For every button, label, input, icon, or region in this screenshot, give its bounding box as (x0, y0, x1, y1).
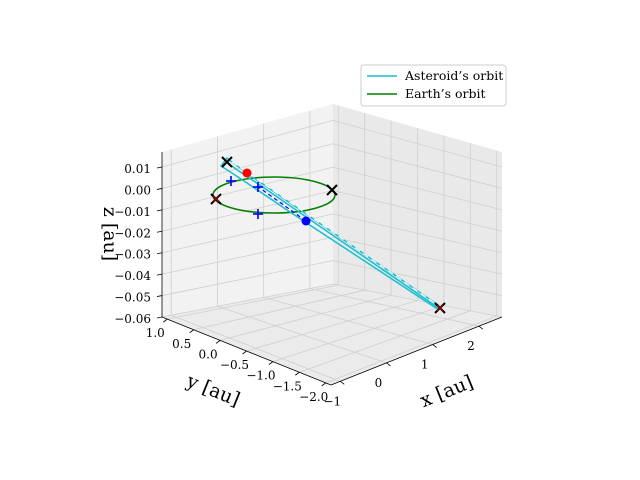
y-tick-mark (215, 340, 221, 344)
legend: Asteroid’s orbit Earth’s orbit (360, 64, 507, 107)
y-gridline (193, 289, 365, 331)
y-tick-label: 0.0 (199, 347, 218, 361)
y-tick-label: −0.5 (220, 358, 249, 372)
grid-lines (161, 105, 503, 384)
z-tick-label: −0.06 (114, 312, 151, 326)
z-tick-mark (156, 166, 163, 169)
y-gridline (167, 284, 339, 320)
plus-marker (226, 176, 236, 186)
z-tick-label: 0.00 (124, 183, 151, 197)
blue-point (301, 216, 311, 226)
z-tick-mark (156, 295, 163, 297)
z-tick-label: −0.02 (114, 226, 151, 240)
z-tick-mark (156, 273, 163, 276)
y-tick-mark (295, 371, 300, 376)
legend-label-earth: Earth’s orbit (405, 86, 486, 101)
plus-marker (253, 182, 263, 192)
blue-dashed-segment (256, 185, 307, 222)
markers (210, 156, 446, 314)
y-tick-label: −1.0 (246, 369, 275, 383)
y-gridline (272, 305, 445, 363)
z-tick-label: −0.04 (114, 269, 151, 283)
y-gridline (325, 315, 497, 384)
y-tick-mark (242, 350, 247, 355)
asteroid-orbit-dashed (231, 161, 440, 307)
z-gridline (161, 119, 503, 168)
y-gridline (299, 310, 471, 373)
y-tick-mark (321, 382, 326, 387)
red-point (242, 168, 252, 178)
x-tick-label: 0 (375, 376, 383, 390)
x-tick-mark (340, 381, 345, 385)
asteroid-orbit-outer (219, 156, 443, 311)
z-axis-label: z [au] (99, 207, 121, 261)
y-tick-label: 0.5 (172, 337, 191, 351)
z-gridline (161, 283, 503, 318)
z-gridline (161, 213, 503, 254)
y-gridline (219, 294, 392, 341)
z-tick-label: −0.01 (114, 205, 151, 219)
x-tick-mark (386, 362, 391, 367)
y-tick-mark (268, 361, 274, 365)
z-tick-label: −0.05 (114, 291, 151, 305)
y-gridline (246, 300, 418, 352)
y-tick-label: −1.5 (273, 379, 302, 393)
z-tick-mark (156, 252, 163, 255)
x-tick-label: 2 (467, 339, 475, 353)
floor-pane (162, 284, 502, 385)
legend-label-asteroid: Asteroid’s orbit (404, 68, 503, 83)
y-tick-mark (163, 318, 168, 323)
z-tick-mark (156, 188, 163, 190)
z-tick-mark (156, 209, 163, 212)
z-tick-mark (156, 230, 163, 233)
x-marker (326, 184, 338, 196)
x-marker (221, 156, 233, 168)
z-gridline (161, 260, 503, 296)
x-marker-red (210, 193, 222, 205)
plus-marker (253, 209, 263, 219)
y-axis-label: y [au] (183, 370, 243, 411)
z-tick-label: −0.03 (114, 248, 151, 262)
axis-ticks: −1 0 1 2 1.0 0.5 0.0−0.5−1.0−1.5−2.0 0.01 0.00 −0… (114, 162, 484, 408)
z-gridline (161, 236, 503, 275)
x-tick-mark (432, 344, 437, 348)
z-tick-mark (156, 316, 163, 319)
x-tick-mark (478, 325, 484, 330)
y-tick-label: −2.0 (299, 390, 328, 404)
x-tick-label: 1 (421, 358, 429, 372)
y-tick-label: 1.0 (146, 326, 165, 340)
x-axis-label: x [au] (417, 371, 476, 412)
z-tick-label: 0.01 (124, 162, 151, 176)
x-tick-label: −1 (323, 394, 341, 408)
y-tick-mark (189, 329, 194, 334)
legend-box (360, 64, 507, 107)
x-marker-red (434, 302, 446, 314)
x-axis-line (330, 316, 503, 386)
z-gridline (161, 143, 503, 189)
